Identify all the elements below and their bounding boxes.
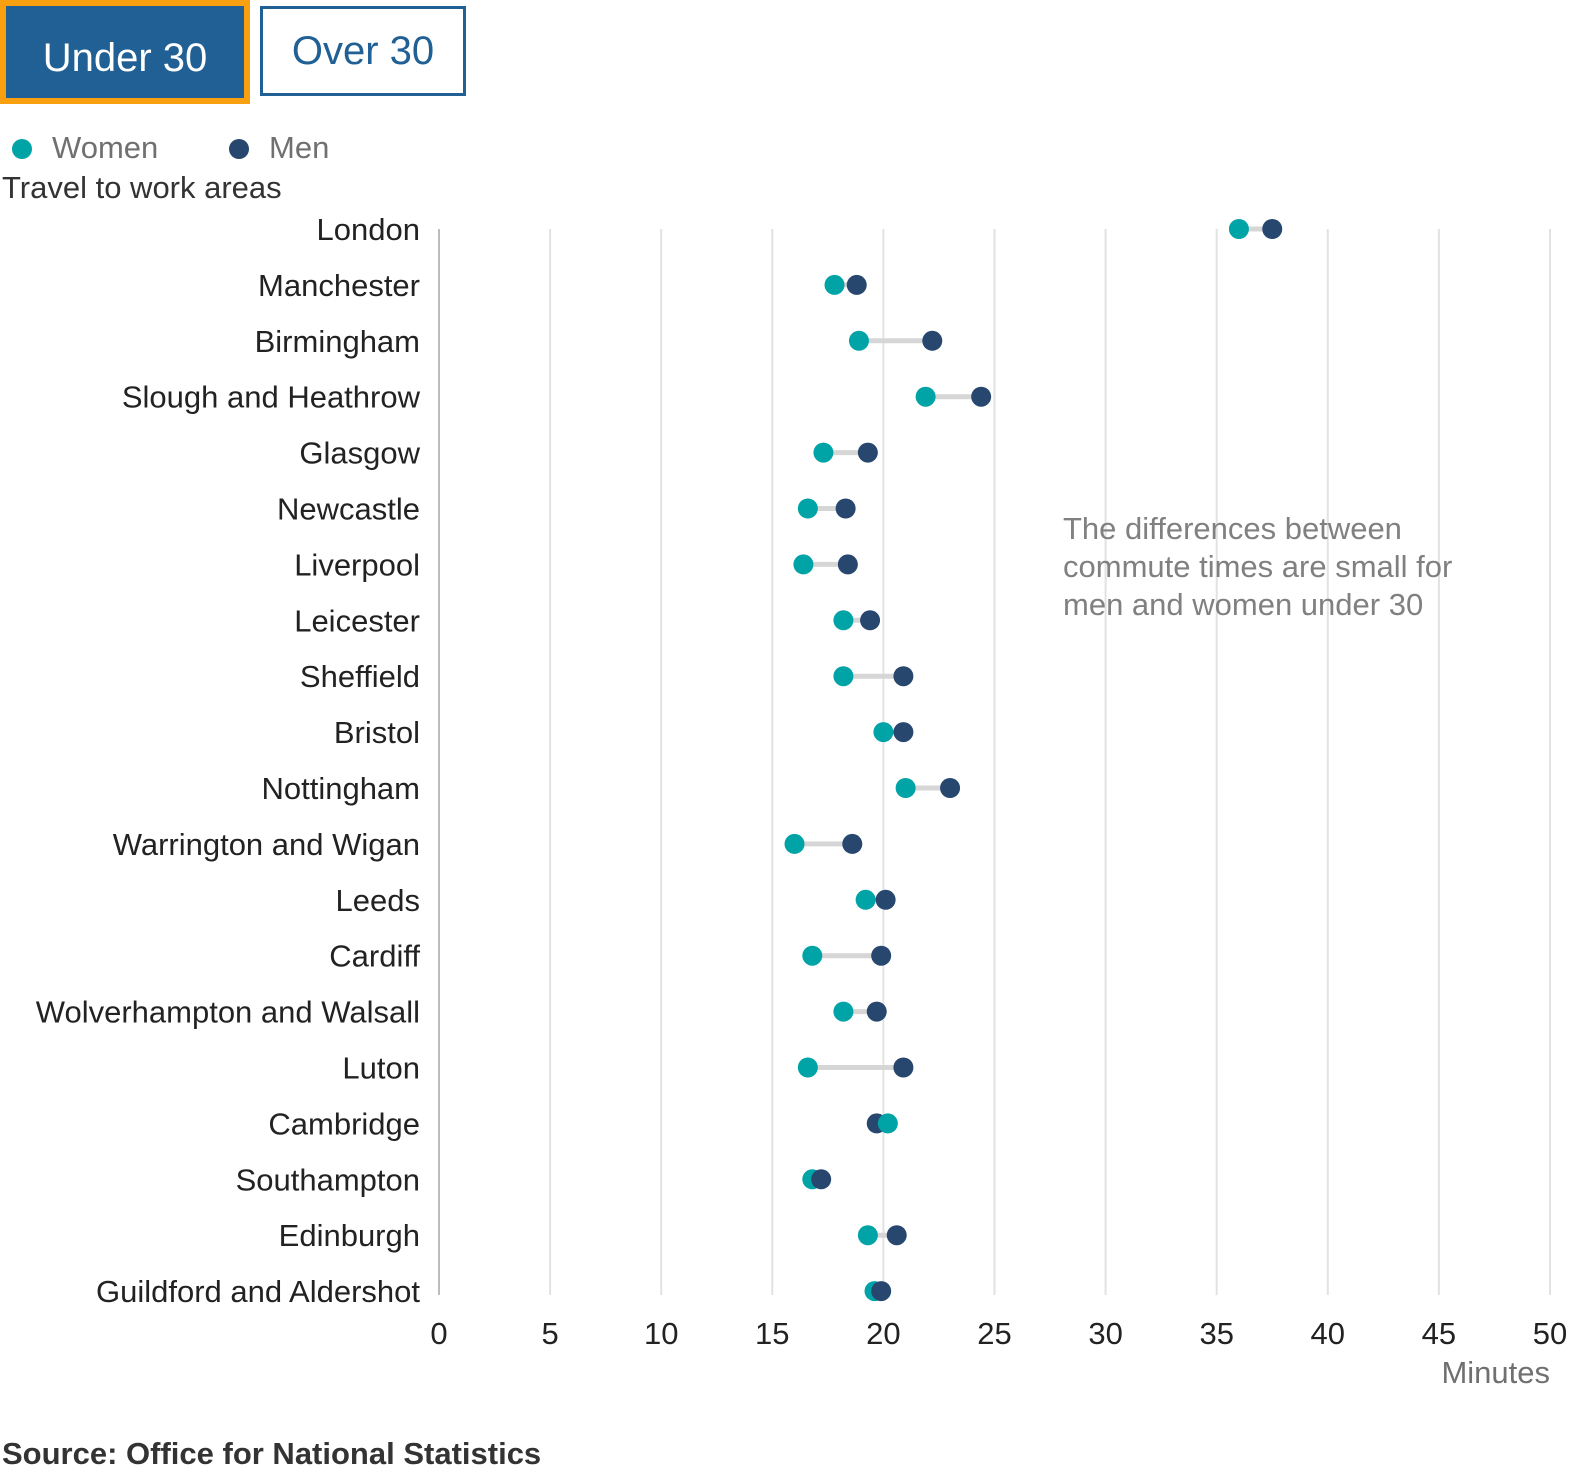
women-point-cambridge (877, 1113, 898, 1134)
women-point-liverpool (793, 554, 814, 575)
men-point-sheffield (893, 666, 914, 687)
tab-under-30-label: Under 30 (42, 36, 208, 80)
x-tick-label-20: 20 (866, 1316, 900, 1351)
y-tick-label-london: London (317, 212, 420, 247)
annotation-line-2: commute times are small for (1063, 549, 1452, 584)
y-tick-label-cardiff: Cardiff (329, 939, 420, 974)
y-tick-label-leicester: Leicester (294, 603, 420, 638)
y-tick-label-nottingham: Nottingham (261, 771, 420, 806)
y-tick-label-southampton: Southampton (236, 1162, 420, 1197)
men-point-cardiff (871, 945, 892, 966)
x-tick-label-15: 15 (755, 1316, 789, 1351)
x-tick-label-5: 5 (541, 1316, 558, 1351)
x-tick-label-30: 30 (1088, 1316, 1122, 1351)
men-point-warrington-and-wigan (842, 833, 863, 854)
women-point-luton (797, 1057, 818, 1078)
men-point-glasgow (857, 442, 878, 463)
y-tick-label-slough-and-heathrow: Slough and Heathrow (122, 380, 421, 415)
x-tick-label-50: 50 (1533, 1316, 1567, 1351)
y-tick-label-newcastle: Newcastle (277, 492, 420, 527)
x-axis-title: Minutes (1441, 1355, 1550, 1390)
women-point-manchester (824, 274, 845, 295)
legend-label-women: Women (52, 130, 159, 165)
men-point-edinburgh (886, 1225, 907, 1246)
men-point-birmingham (922, 330, 943, 351)
annotation-line-1: The differences between (1063, 511, 1402, 546)
x-tick-label-45: 45 (1422, 1316, 1456, 1351)
women-point-wolverhampton-and-walsall (833, 1001, 854, 1022)
y-tick-label-guildford-and-aldershot: Guildford and Aldershot (96, 1274, 420, 1309)
women-point-nottingham (895, 778, 916, 798)
women-point-sheffield (833, 666, 854, 687)
x-tick-label-0: 0 (430, 1316, 447, 1351)
y-tick-label-liverpool: Liverpool (294, 547, 420, 582)
y-tick-label-leeds: Leeds (336, 883, 420, 918)
y-tick-label-cambridge: Cambridge (268, 1106, 420, 1141)
men-point-wolverhampton-and-walsall (866, 1001, 887, 1022)
men-point-leeds (875, 889, 896, 910)
y-tick-label-warrington-and-wigan: Warrington and Wigan (113, 827, 420, 862)
y-tick-label-sheffield: Sheffield (300, 659, 420, 694)
y-tick-label-wolverhampton-and-walsall: Wolverhampton and Walsall (36, 995, 420, 1030)
men-point-london (1262, 219, 1283, 239)
men-point-luton (893, 1057, 914, 1078)
men-point-southampton (811, 1169, 832, 1190)
women-point-glasgow (813, 442, 834, 463)
y-axis-title: Travel to work areas (2, 170, 282, 205)
x-tick-label-35: 35 (1199, 1316, 1233, 1351)
source-note: Source: Office for National Statistics (2, 1436, 542, 1471)
men-point-slough-and-heathrow (971, 386, 992, 407)
y-tick-label-luton: Luton (342, 1051, 420, 1086)
women-point-leicester (833, 610, 854, 631)
y-tick-label-birmingham: Birmingham (255, 324, 420, 359)
women-point-cardiff (802, 945, 823, 966)
legend-label-men: Men (269, 130, 330, 165)
women-point-birmingham (848, 330, 869, 351)
tab-under-30[interactable]: Under 30 (0, 0, 250, 104)
x-tick-label-25: 25 (977, 1316, 1011, 1351)
women-point-leeds (855, 889, 876, 910)
men-point-liverpool (837, 554, 858, 575)
y-tick-label-glasgow: Glasgow (299, 436, 420, 471)
men-point-manchester (846, 274, 867, 295)
women-point-slough-and-heathrow (915, 386, 936, 407)
legend-swatch-women (12, 139, 32, 159)
women-point-edinburgh (857, 1225, 878, 1246)
men-point-bristol (893, 722, 914, 743)
women-point-bristol (873, 722, 894, 743)
y-tick-label-manchester: Manchester (258, 268, 420, 303)
tab-over-30-label: Over 30 (291, 29, 435, 73)
annotation-line-3: men and women under 30 (1063, 587, 1423, 622)
women-point-london (1228, 219, 1249, 239)
women-point-newcastle (797, 498, 818, 519)
x-tick-label-40: 40 (1311, 1316, 1345, 1351)
men-point-guildford-and-aldershot (871, 1281, 892, 1302)
tab-over-30[interactable]: Over 30 (260, 6, 466, 96)
dumbbell-chart: 0 5 10 15 20 25 30 35 40 45 50 Minutes London Manches… (36, 212, 1567, 1390)
y-tick-label-edinburgh: Edinburgh (279, 1218, 420, 1253)
men-point-newcastle (835, 498, 856, 519)
men-point-leicester (860, 610, 881, 631)
legend-swatch-men (229, 139, 249, 159)
women-point-warrington-and-wigan (784, 833, 805, 854)
y-tick-label-bristol: Bristol (334, 715, 420, 750)
men-point-nottingham (940, 778, 961, 798)
x-tick-label-10: 10 (644, 1316, 678, 1351)
